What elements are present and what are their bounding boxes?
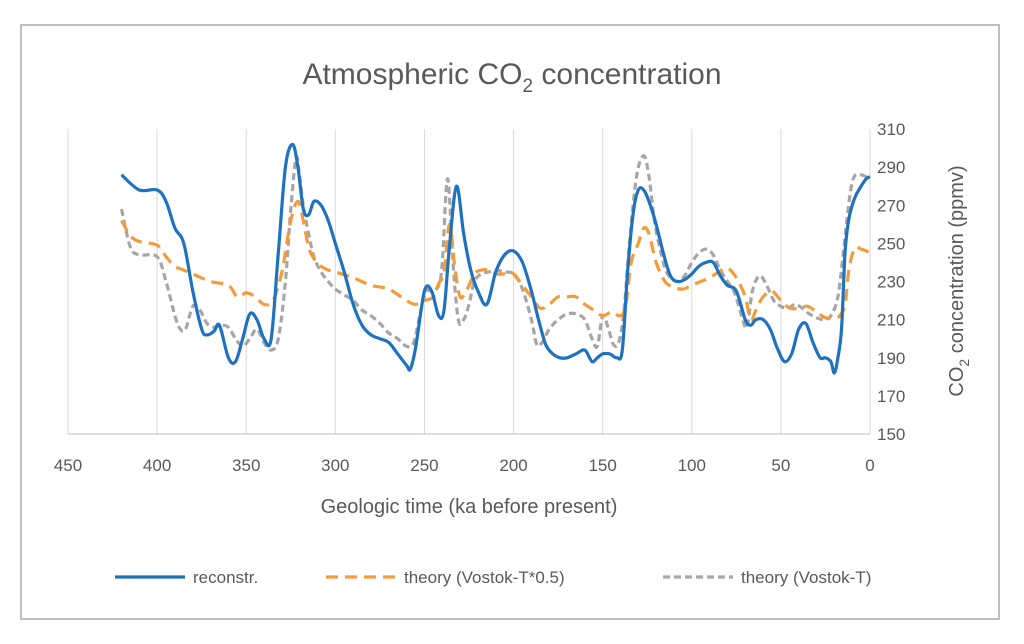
y-axis-label: CO2 concentration (ppmv): [946, 165, 972, 396]
y-tick-labels: 150 170 190 210 230 250 270 290 310: [877, 120, 905, 444]
x-tick-0: 0: [865, 456, 874, 475]
x-tick-450: 450: [54, 456, 82, 475]
legend-label-2: theory (Vostok-T): [741, 568, 871, 587]
y-tick-310: 310: [877, 120, 905, 139]
x-tick-150: 150: [588, 456, 616, 475]
legend-label-0: reconstr.: [193, 568, 258, 587]
chart-frame: [20, 24, 1000, 620]
series-line-2: [119, 154, 871, 352]
x-axis-label: Geologic time (ka before present): [321, 496, 618, 518]
y-tick-170: 170: [877, 387, 905, 406]
gridlines: [67, 129, 871, 435]
x-tick-200: 200: [499, 456, 527, 475]
series-line-0: [120, 142, 871, 375]
x-tick-350: 350: [232, 456, 260, 475]
x-tick-labels: 450 400 350 300 250 200 150 100 50 0: [54, 456, 875, 475]
y-tick-250: 250: [877, 234, 905, 253]
x-tick-400: 400: [143, 456, 171, 475]
x-tick-300: 300: [321, 456, 349, 475]
chart-title: Atmospheric CO2 concentration: [302, 58, 721, 97]
x-tick-50: 50: [771, 456, 790, 475]
legend: reconstr. theory (Vostok-T*0.5) theory (Vo…: [115, 568, 871, 587]
y-tick-190: 190: [877, 349, 905, 368]
legend-label-1: theory (Vostok-T*0.5): [404, 568, 565, 587]
series-lines: [119, 142, 871, 375]
y-tick-150: 150: [877, 425, 905, 444]
y-tick-290: 290: [877, 158, 905, 177]
x-tick-100: 100: [678, 456, 706, 475]
x-tick-250: 250: [410, 456, 438, 475]
y-tick-210: 210: [877, 311, 905, 330]
y-tick-270: 270: [877, 196, 905, 215]
y-tick-230: 230: [877, 273, 905, 292]
series-line-1: [120, 199, 871, 322]
